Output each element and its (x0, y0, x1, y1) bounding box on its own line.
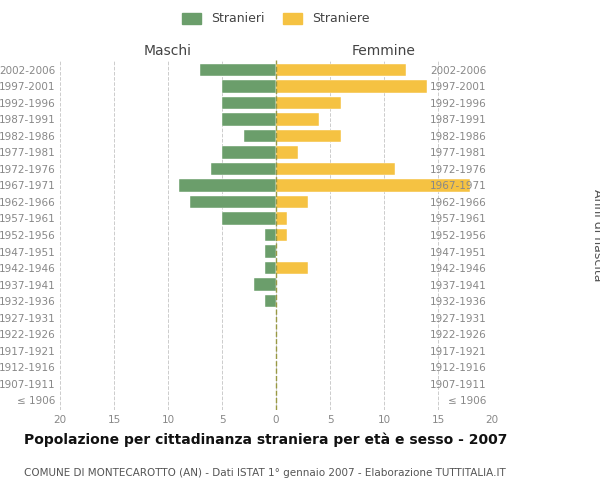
Bar (211, 163, 276, 175)
Bar (276, 146, 298, 158)
Text: Maschi: Maschi (144, 44, 192, 59)
Bar (200, 64, 276, 76)
Bar (276, 229, 287, 241)
Bar (276, 113, 319, 126)
Bar (276, 163, 395, 175)
Bar (222, 96, 276, 109)
Bar (276, 262, 308, 274)
Bar (190, 196, 276, 208)
Text: Femmine: Femmine (352, 44, 416, 59)
Bar (179, 180, 276, 192)
Bar (276, 180, 470, 192)
Text: Popolazione per cittadinanza straniera per età e sesso - 2007: Popolazione per cittadinanza straniera p… (24, 432, 508, 447)
Legend: Stranieri, Straniere: Stranieri, Straniere (179, 8, 373, 29)
Text: Anni di nascita: Anni di nascita (590, 188, 600, 281)
Text: COMUNE DI MONTECAROTTO (AN) - Dati ISTAT 1° gennaio 2007 - Elaborazione TUTTITAL: COMUNE DI MONTECAROTTO (AN) - Dati ISTAT… (24, 468, 506, 477)
Bar (276, 130, 341, 142)
Bar (276, 96, 341, 109)
Bar (222, 146, 276, 158)
Bar (276, 212, 287, 224)
Bar (276, 196, 308, 208)
Bar (265, 229, 276, 241)
Bar (265, 295, 276, 307)
Bar (222, 212, 276, 224)
Bar (244, 130, 276, 142)
Bar (254, 278, 276, 290)
Bar (222, 80, 276, 92)
Bar (276, 80, 427, 92)
Bar (276, 64, 406, 76)
Bar (265, 262, 276, 274)
Bar (265, 246, 276, 258)
Bar (222, 113, 276, 126)
